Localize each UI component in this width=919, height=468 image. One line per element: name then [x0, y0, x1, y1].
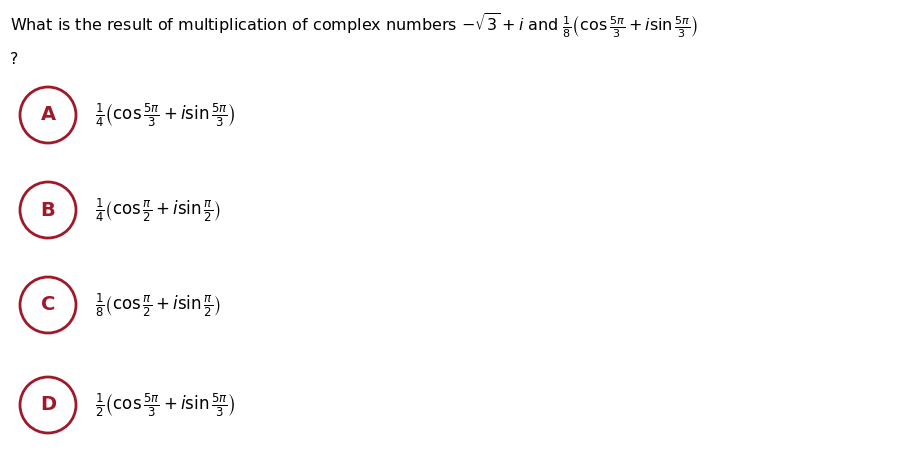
Text: A: A — [40, 105, 55, 124]
Text: $\frac{1}{4}\left(\cos\frac{5\pi}{3}+i\sin\frac{5\pi}{3}\right)$: $\frac{1}{4}\left(\cos\frac{5\pi}{3}+i\s… — [95, 101, 236, 129]
Text: D: D — [40, 395, 56, 415]
Text: $\frac{1}{8}\left(\cos\frac{\pi}{2}+i\sin\frac{\pi}{2}\right)$: $\frac{1}{8}\left(\cos\frac{\pi}{2}+i\si… — [95, 291, 221, 319]
Text: $\frac{1}{2}\left(\cos\frac{5\pi}{3}+i\sin\frac{5\pi}{3}\right)$: $\frac{1}{2}\left(\cos\frac{5\pi}{3}+i\s… — [95, 391, 236, 419]
Text: ?: ? — [10, 52, 18, 67]
Text: B: B — [40, 200, 55, 219]
Text: What is the result of multiplication of complex numbers $-\sqrt{3}+i$ and $\frac: What is the result of multiplication of … — [10, 12, 698, 40]
Text: $\frac{1}{4}\left(\cos\frac{\pi}{2}+i\sin\frac{\pi}{2}\right)$: $\frac{1}{4}\left(\cos\frac{\pi}{2}+i\si… — [95, 196, 221, 224]
Text: C: C — [40, 295, 55, 314]
